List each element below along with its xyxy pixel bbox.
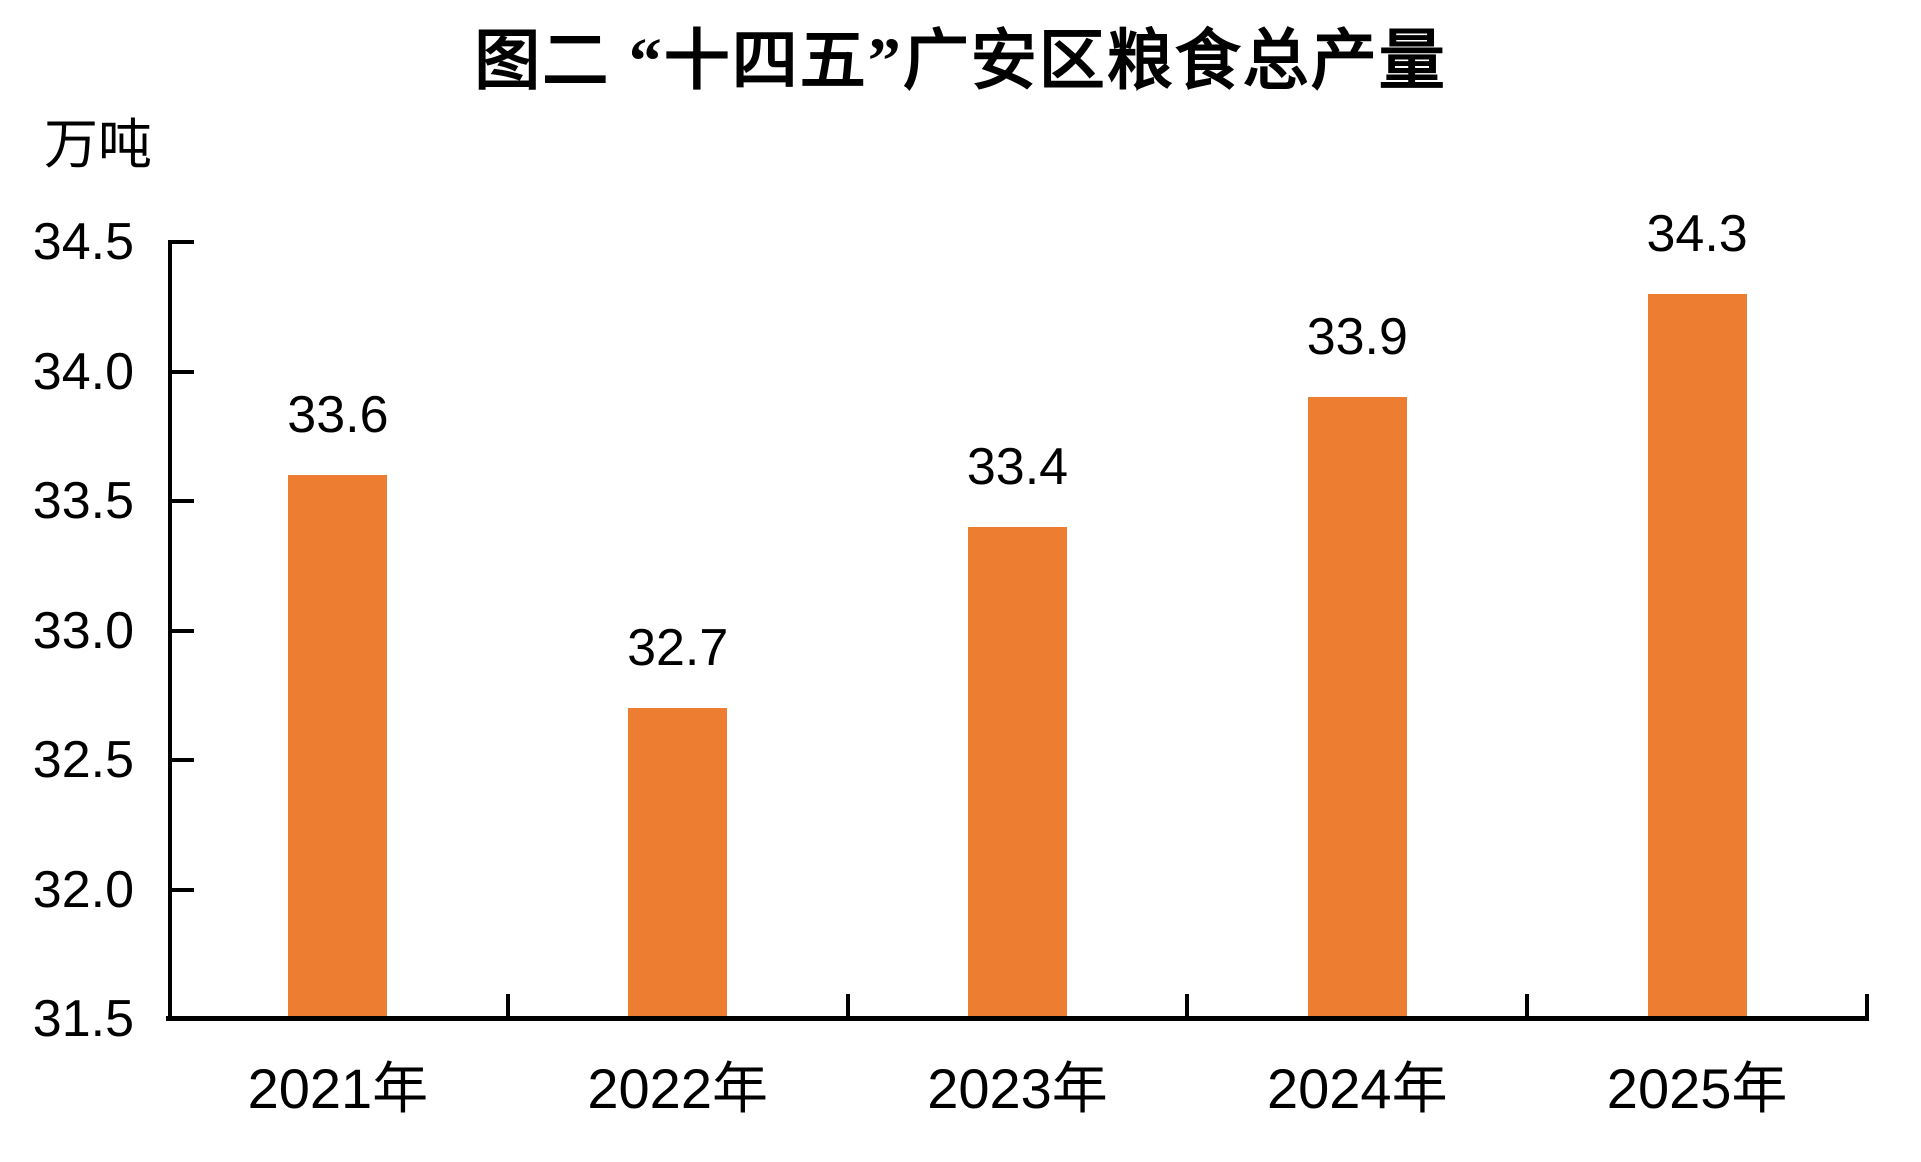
x-axis-tick	[1185, 994, 1190, 1016]
x-axis-tick	[1525, 994, 1530, 1016]
y-axis-tick-label: 31.5	[32, 990, 134, 1048]
data-label: 33.9	[1306, 308, 1408, 367]
y-axis-tick-label: 32.5	[32, 731, 134, 789]
data-label: 32.7	[627, 619, 729, 678]
chart-title: 图二 “十四五”广安区粮食总产量	[474, 25, 1447, 98]
x-axis-tick-label: 2023年	[927, 1057, 1108, 1120]
y-axis-tick	[172, 628, 194, 633]
bar	[628, 708, 728, 1016]
y-axis-line	[168, 240, 172, 1021]
y-axis-tick	[172, 499, 194, 503]
x-axis-tick	[505, 994, 510, 1016]
bar	[288, 475, 388, 1016]
x-axis-tick-label: 2025年	[1606, 1057, 1788, 1120]
y-axis-tick-label: 34.0	[32, 342, 134, 401]
x-axis-line	[166, 1016, 1869, 1021]
y-axis-tick-label: 34.5	[32, 213, 134, 271]
y-axis-tick	[172, 369, 194, 374]
y-axis-tick	[172, 240, 194, 244]
y-axis-tick	[172, 758, 194, 762]
y-axis-unit-label: 万吨	[44, 115, 152, 175]
x-axis-tick-label: 2022年	[587, 1057, 768, 1120]
y-axis-tick	[172, 1017, 194, 1021]
x-axis-tick-label: 2024年	[1267, 1057, 1448, 1120]
y-axis-tick-label: 33.5	[32, 472, 134, 530]
x-axis-tick	[1865, 994, 1869, 1016]
bar	[1647, 293, 1747, 1016]
data-label: 33.4	[966, 437, 1069, 496]
data-label: 34.3	[1646, 204, 1748, 263]
x-axis-tick-label: 2021年	[247, 1057, 429, 1120]
x-axis-tick	[845, 994, 850, 1016]
data-label: 33.6	[287, 386, 389, 445]
bar	[1307, 397, 1407, 1016]
y-axis-tick	[172, 887, 194, 892]
y-axis-tick-label: 33.0	[32, 601, 134, 660]
bar	[968, 526, 1067, 1016]
y-axis-tick-label: 32.0	[32, 860, 134, 919]
